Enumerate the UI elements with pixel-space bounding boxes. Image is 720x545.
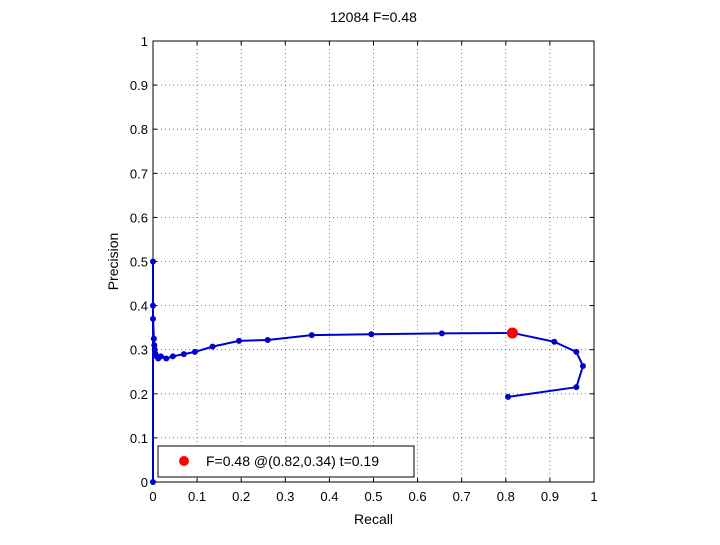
x-tick-label: 0 [149, 489, 156, 504]
data-point [308, 332, 315, 339]
data-point [150, 479, 156, 485]
x-tick-label: 0.5 [364, 489, 382, 504]
data-point [551, 338, 558, 345]
x-axis-label: Recall [354, 511, 393, 527]
legend-marker [179, 456, 189, 466]
chart-title: 12084 F=0.48 [330, 9, 417, 25]
y-tick-label: 0.1 [130, 431, 148, 446]
x-tick-label: 0.7 [453, 489, 471, 504]
data-point [505, 393, 512, 400]
legend: F=0.48 @(0.82,0.34) t=0.19 [157, 445, 415, 478]
y-tick-label: 0.9 [130, 78, 148, 93]
y-tick-label: 0.4 [130, 299, 148, 314]
x-tick-label: 0.3 [276, 489, 294, 504]
data-point [368, 331, 375, 338]
y-tick-label: 0 [141, 475, 148, 490]
data-point [180, 351, 187, 358]
data-point [150, 315, 156, 322]
y-tick-label: 0.3 [130, 343, 148, 358]
data-point [573, 348, 580, 355]
data-point [209, 343, 216, 350]
x-tick-label: 0.9 [541, 489, 559, 504]
x-tick-label: 0.6 [409, 489, 427, 504]
data-point [438, 330, 445, 337]
data-point [163, 355, 170, 362]
data-point [573, 384, 580, 391]
y-tick-label: 0.7 [130, 166, 148, 181]
x-tick-label: 0.8 [497, 489, 515, 504]
y-tick-label: 0.8 [130, 122, 148, 137]
legend-label: F=0.48 @(0.82,0.34) t=0.19 [206, 453, 379, 469]
series-layer [150, 258, 586, 485]
data-point [191, 348, 198, 355]
y-axis-label: Precision [105, 233, 121, 291]
y-tick-label: 0.6 [130, 210, 148, 225]
grid-lines [153, 41, 594, 482]
data-point [169, 353, 176, 360]
data-point [157, 353, 164, 360]
x-tick-labels: 0 0.1 0.2 0.3 0.4 0.5 0.6 0.7 0.8 0.9 1 [149, 489, 597, 504]
y-tick-labels: 0 0.1 0.2 0.3 0.4 0.5 0.6 0.7 0.8 0.9 1 [130, 34, 148, 490]
data-point [151, 342, 158, 349]
x-tick-label: 0.4 [320, 489, 338, 504]
legend-box [157, 445, 415, 478]
data-point [150, 335, 157, 342]
y-tick-label: 0.2 [130, 387, 148, 402]
data-point [235, 337, 242, 344]
y-tick-label: 1 [141, 34, 148, 49]
x-tick-label: 0.2 [232, 489, 250, 504]
y-tick-label: 0.5 [130, 255, 148, 270]
data-point [579, 363, 586, 370]
x-tick-label: 0.1 [188, 489, 206, 504]
data-point [150, 302, 156, 309]
data-point [150, 258, 156, 265]
best-f-point [506, 327, 518, 339]
x-tick-label: 1 [590, 489, 597, 504]
data-point [264, 336, 271, 343]
